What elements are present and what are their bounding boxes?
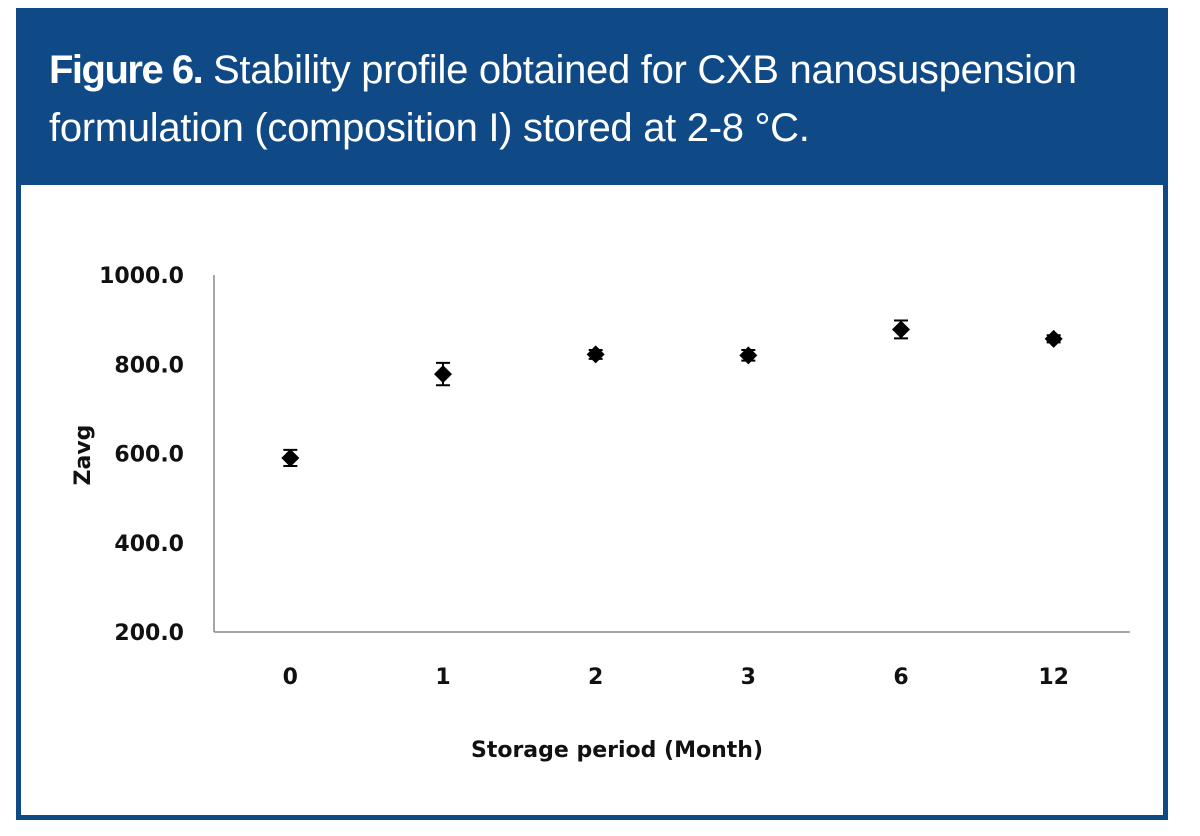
figure-frame: Figure 6. Stability profile obtained for… [16,8,1168,820]
x-tick-label: 12 [1038,665,1069,690]
y-tick-label: 600.0 [114,443,184,468]
caption-line-2: formulation (composition I) stored at 2-… [49,106,810,150]
caption-line-1: Stability profile obtained for CXB nanos… [213,48,1077,92]
data-point-marker [434,365,452,384]
y-tick-label: 800.0 [114,353,184,378]
data-point-marker [1044,329,1063,348]
data-points [281,319,1063,467]
y-tick-labels: 1000.0 800.0 600.0 400.0 200.0 [99,264,184,646]
y-axis-label: Zavg [71,425,96,486]
x-axis-label: Storage period (Month) [471,738,763,763]
figure-caption: Figure 6. Stability profile obtained for… [49,41,1149,157]
figure-label: Figure 6. [49,48,204,92]
x-tick-label: 0 [283,665,298,690]
data-point-marker [892,320,910,339]
x-tick-labels: 0 1 2 3 6 12 [283,665,1069,690]
figure-caption-header: Figure 6. Stability profile obtained for… [21,13,1163,185]
x-tick-label: 6 [893,665,908,690]
y-tick-label: 400.0 [114,532,184,557]
x-tick-label: 3 [741,665,756,690]
data-point-marker [586,345,605,364]
y-tick-label: 1000.0 [99,264,184,289]
data-point-marker [739,346,758,365]
y-tick-label: 200.0 [114,621,184,646]
x-tick-label: 1 [435,665,450,690]
data-point-marker [281,448,300,467]
x-tick-label: 2 [588,665,603,690]
